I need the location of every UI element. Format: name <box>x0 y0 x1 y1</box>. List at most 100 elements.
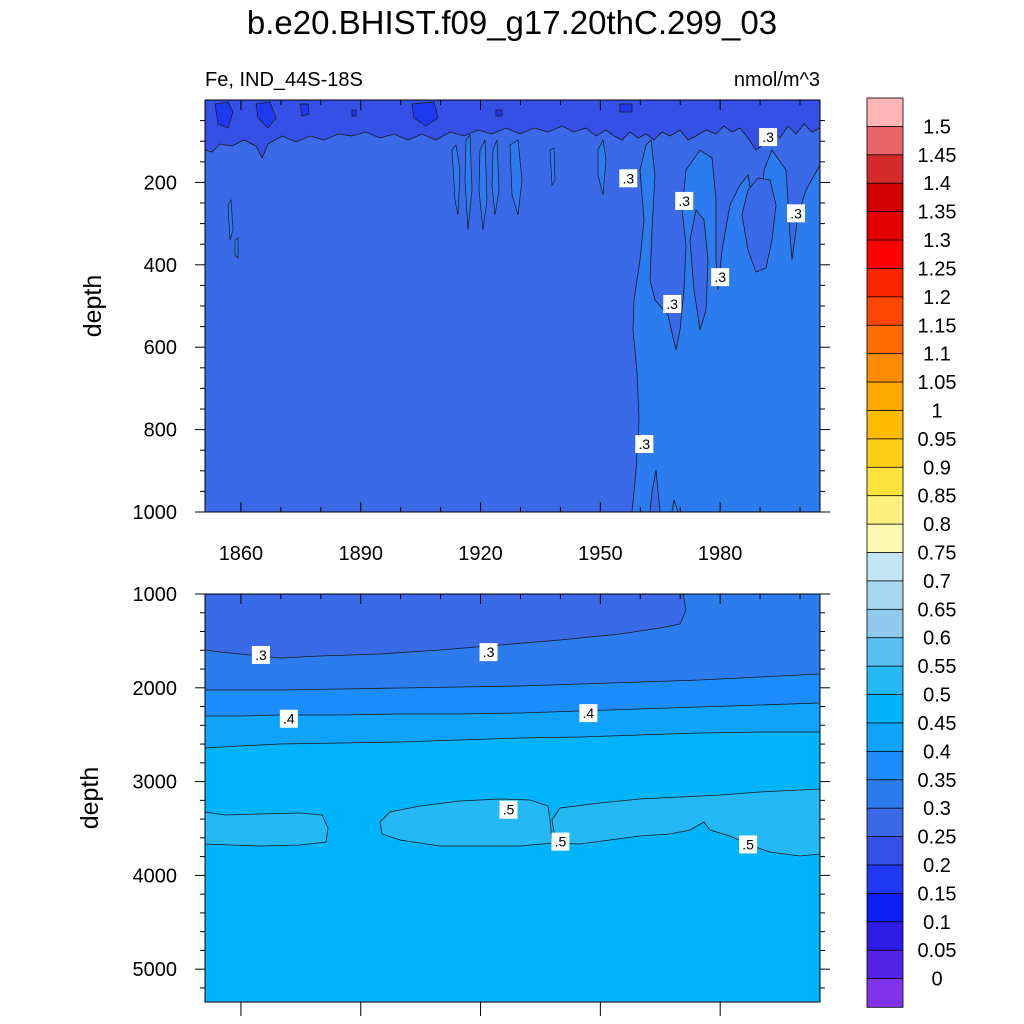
colorbar-label: 0.05 <box>918 940 957 962</box>
contour-label: .5 <box>551 832 570 851</box>
contour-label: .4 <box>579 704 598 723</box>
contour-label-text: .5 <box>555 834 567 850</box>
contour-label: .3 <box>635 435 654 454</box>
colorbar-label: 0.4 <box>923 741 951 763</box>
colorbar-label: 1.45 <box>918 145 957 167</box>
colorbar-label: 0.75 <box>918 543 957 565</box>
contour-label: .3 <box>479 643 498 662</box>
colorbar-label: 0.95 <box>918 429 957 451</box>
upper-x-tick-label: 1980 <box>698 543 743 565</box>
colorbar-label: 0.25 <box>918 827 957 849</box>
colorbar-label: 0.65 <box>918 599 957 621</box>
upper-panel-field <box>205 100 820 512</box>
contour-label-text: .3 <box>638 436 650 452</box>
upper-y-tick-label: 1000 <box>133 502 178 524</box>
colorbar-swatch <box>866 239 904 270</box>
upper-y-axis-label: depth <box>79 275 107 338</box>
upper-x-tick-label: 1950 <box>578 543 623 565</box>
colorbar-label: 0.45 <box>918 713 957 735</box>
upper-region-0.3-e <box>671 499 679 512</box>
contour-label: .3 <box>675 191 694 210</box>
contour-label-text: .3 <box>678 193 690 209</box>
colorbar-label: 1.5 <box>923 116 951 138</box>
colorbar-swatch <box>866 268 904 298</box>
colorbar-label: 1.25 <box>918 258 957 280</box>
lower-y-tick-label: 4000 <box>133 865 178 887</box>
colorbar-swatch <box>866 381 904 412</box>
contour-label-text: .3 <box>714 269 726 285</box>
colorbar-label: 0.9 <box>923 457 951 479</box>
upper-region-0.3-b <box>741 177 777 273</box>
colorbar-swatch <box>866 211 904 241</box>
lower-axes: 1000 2000 3000 4000 5000 <box>133 584 830 1016</box>
upper-x-tick-label: 1890 <box>338 543 383 565</box>
colorbar-swatch <box>866 665 904 696</box>
contour-label: .3 <box>759 128 778 147</box>
colorbar-swatch <box>866 949 904 980</box>
colorbar-swatch <box>866 722 904 753</box>
contour-label: .3 <box>711 268 730 287</box>
colorbar-label: 0.15 <box>918 883 957 905</box>
upper-axes: 1860 1890 1920 1950 1980 200 400 600 800 1000 <box>133 100 830 565</box>
colorbar-label: 0.5 <box>923 685 951 707</box>
upper-streaks <box>227 134 607 259</box>
contour-label-text: .3 <box>790 205 802 221</box>
contour-label-text: .4 <box>283 711 295 727</box>
colorbar-swatch <box>866 694 904 724</box>
lower-y-axis-label: depth <box>76 767 104 830</box>
contour-label-text: .5 <box>742 836 754 852</box>
colorbar-swatch <box>866 864 904 895</box>
colorbar-swatch <box>866 353 904 383</box>
contour-label-text: .5 <box>503 802 515 818</box>
colorbar-swatch <box>866 779 904 809</box>
lower-y-tick-label: 5000 <box>133 959 178 981</box>
colorbar: 1.5 1.45 1.4 1.35 1.3 1.25 1.2 1.15 1.1 1.05 1 0.95… <box>866 97 957 1008</box>
colorbar-swatch <box>866 466 904 497</box>
contour-labels: .3 .3 .3 .3 .3 .3 .3 .3 .3 .4 .4 .5 .5 .5 <box>251 128 806 854</box>
contour-label-text: .3 <box>762 129 774 145</box>
colorbar-label: 1.15 <box>918 315 957 337</box>
colorbar-swatch <box>866 296 904 326</box>
colorbar-swatch <box>866 750 904 781</box>
upper-subtitle-right: nmol/m^3 <box>734 69 820 91</box>
colorbar-swatch <box>866 154 904 184</box>
colorbar-swatch <box>866 608 904 639</box>
upper-surface-blobs <box>214 101 633 129</box>
colorbar-label: 1 <box>931 400 942 422</box>
colorbar-swatch <box>866 892 904 923</box>
colorbar-label: 0.3 <box>923 798 951 820</box>
upper-y-tick-label: 800 <box>144 420 177 442</box>
colorbar-swatch <box>866 182 904 213</box>
upper-y-tick-label: 600 <box>144 337 177 359</box>
upper-y-tick-label: 400 <box>144 255 177 277</box>
colorbar-label: 1.3 <box>923 230 951 252</box>
colorbar-label: 1.35 <box>918 202 957 224</box>
colorbar-swatch <box>866 921 904 951</box>
colorbar-label: 0.1 <box>923 912 951 934</box>
upper-x-tick-label: 1860 <box>219 543 264 565</box>
colorbar-swatch <box>866 324 904 355</box>
colorbar-swatch <box>866 836 904 866</box>
colorbar-swatch <box>866 410 904 440</box>
colorbar-label: 0.2 <box>923 855 951 877</box>
colorbar-label: 0.6 <box>923 628 951 650</box>
upper-region-0.3-c <box>689 209 709 331</box>
colorbar-swatch <box>866 580 904 611</box>
contour-label: .3 <box>251 645 270 664</box>
contour-label-text: .3 <box>666 296 678 312</box>
chart-title: b.e20.BHIST.f09_g17.20thC.299_03 <box>246 4 778 41</box>
contour-label-text: .3 <box>483 644 495 660</box>
contour-label: .5 <box>499 800 518 819</box>
colorbar-swatch <box>866 552 904 582</box>
colorbar-label: 0.35 <box>918 770 957 792</box>
colorbar-label: 1.2 <box>923 287 951 309</box>
colorbar-swatch <box>866 807 904 838</box>
colorbar-swatch <box>866 126 904 156</box>
lower-panel-frame <box>204 593 821 1003</box>
lower-band-0.25 <box>205 594 687 659</box>
colorbar-swatch <box>866 523 904 554</box>
colorbar-label: 0.55 <box>918 656 957 678</box>
colorbar-swatch <box>866 97 904 128</box>
colorbar-label: 1.4 <box>923 173 951 195</box>
colorbar-swatch <box>866 637 904 667</box>
